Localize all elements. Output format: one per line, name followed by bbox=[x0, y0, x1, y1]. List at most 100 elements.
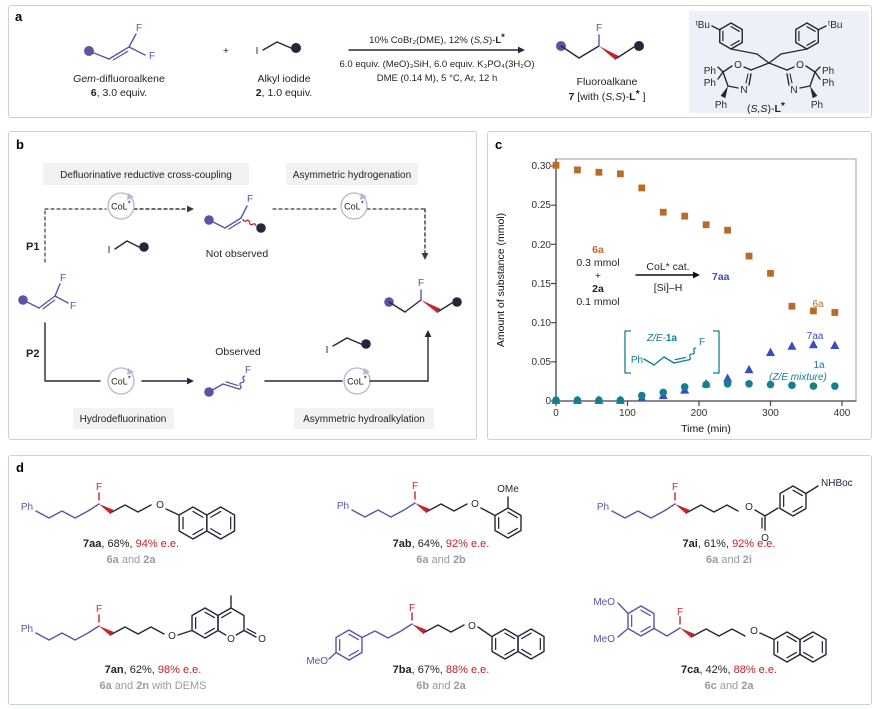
inset-plus: + bbox=[595, 270, 601, 282]
phenyl-label: Ph bbox=[704, 78, 716, 89]
chart-points bbox=[551, 161, 840, 405]
phenyl-label: Ph bbox=[811, 100, 823, 111]
x-axis-label: Time (min) bbox=[681, 423, 731, 435]
oxygen-label: O bbox=[796, 60, 804, 71]
m7ai-art bbox=[611, 485, 819, 531]
y-axis-label: Amount of substance (mmol) bbox=[495, 213, 507, 347]
inset-silane: [Si]–H bbox=[654, 282, 683, 294]
panel-b-mechanism: b Defluorinative reductive cross-couplin… bbox=[16, 137, 462, 429]
inset-7aa: 7aa bbox=[712, 271, 730, 283]
product-caption: 7ca, 42%, 88% e.e. bbox=[681, 664, 777, 676]
product-caption: 7ab, 64%, 92% e.e. bbox=[393, 538, 490, 550]
fluorine-label: F bbox=[699, 337, 705, 348]
nhboc-label: NHBoc bbox=[821, 478, 853, 489]
tbu-label: ᵗBu bbox=[696, 20, 710, 31]
phenyl-label: Ph bbox=[21, 502, 33, 513]
inset-6a: 6a bbox=[592, 244, 604, 256]
panel-c: c 0 0.05 0.10 0.15 0.20 0.25 0.30 0 100 … bbox=[487, 131, 872, 440]
m7aa-art bbox=[35, 492, 236, 540]
pathway-box-hydrogenation: Asymmetric hydrogenation bbox=[293, 170, 411, 181]
observed-label: Observed bbox=[215, 346, 261, 358]
oxygen-label: O bbox=[258, 634, 266, 645]
fluorine-label: F bbox=[409, 603, 415, 614]
iodine-label: I bbox=[108, 245, 111, 256]
product-caption: 7aa, 68%, 94% e.e. bbox=[83, 538, 179, 550]
product-source: 6a and 2n with DEMS bbox=[99, 680, 206, 692]
panel-d: d Ph F O 7aa, 68%, 94% e.e. 6a and 2a Ph… bbox=[8, 455, 872, 705]
cobalt-catalyst-badge: CoL* bbox=[111, 200, 131, 212]
oxygen-label: O bbox=[471, 499, 479, 510]
oxygen-label: O bbox=[156, 500, 164, 511]
phenyl-label: Ph bbox=[631, 355, 643, 366]
phenyl-label: Ph bbox=[822, 66, 834, 77]
y-tick: 0 bbox=[545, 396, 551, 407]
oxygen-label: O bbox=[761, 533, 769, 544]
pathway-box-defluorinative: Defluorinative reductive cross-coupling bbox=[60, 170, 232, 181]
molecule-7ba: MeO F O 7ba, 67%, 88% e.e. 6b and 2a bbox=[306, 603, 545, 692]
panel-a-scheme: a F F Gem-difluoroalkene 6, 3.0 equiv. +… bbox=[15, 9, 869, 115]
svg-a-art bbox=[84, 11, 869, 113]
methoxy-label: MeO bbox=[593, 597, 615, 608]
iodine-label: I bbox=[256, 46, 259, 57]
bracket-ze-1a-label: Z/E-1a bbox=[646, 333, 677, 344]
pathway-p1-label: P1 bbox=[26, 241, 39, 253]
phenyl-label: Ph bbox=[597, 502, 609, 513]
panel-a-label: a bbox=[15, 9, 23, 24]
fluorine-label: F bbox=[412, 481, 418, 492]
plus-sign: + bbox=[223, 45, 229, 57]
series-label-6a: 6a bbox=[812, 299, 824, 310]
oxygen-label: O bbox=[750, 626, 758, 637]
x-tick: 400 bbox=[834, 408, 851, 419]
product-caption: 7ba, 67%, 88% e.e. bbox=[393, 664, 490, 676]
iodine-label: I bbox=[326, 345, 329, 356]
panel-d-header: d bbox=[16, 460, 24, 475]
nitrogen-label: N bbox=[740, 85, 747, 96]
product-source: 6b and 2a bbox=[416, 680, 466, 692]
molecule-7an: Ph F O O O 7an, 62%, 98% e.e. 6a and 2n … bbox=[21, 595, 266, 692]
m7ca-art bbox=[617, 602, 827, 663]
fluorine-label: F bbox=[245, 365, 251, 376]
reactant1-equiv: 6, 3.0 equiv. bbox=[91, 87, 147, 99]
oxygen-label: O bbox=[468, 621, 476, 632]
inset-2a: 2a bbox=[592, 283, 604, 295]
x-tick: 100 bbox=[619, 408, 636, 419]
oxygen-label: O bbox=[745, 502, 753, 513]
methoxy-label: MeO bbox=[593, 634, 615, 645]
panel-d-label: d bbox=[16, 460, 24, 475]
conditions-above: 10% CoBr₂(DME), 12% (S,S)-L* bbox=[369, 32, 505, 46]
x-tick: 0 bbox=[553, 408, 559, 419]
product-caption: 7an, 62%, 98% e.e. bbox=[105, 664, 202, 676]
phenyl-label: Ph bbox=[822, 78, 834, 89]
y-tick: 0.30 bbox=[532, 161, 552, 172]
x-tick: 300 bbox=[762, 408, 779, 419]
phenyl-label: Ph bbox=[337, 501, 349, 512]
methoxy-label: OMe bbox=[497, 484, 519, 495]
m7ab-art bbox=[351, 491, 522, 539]
series-label-1a: 1a bbox=[813, 360, 825, 371]
oxygen-label: O bbox=[168, 631, 176, 642]
cobalt-catalyst-badge: CoL* bbox=[347, 375, 367, 387]
conditions-below2: DME (0.14 M), 5 °C, Ar, 12 h bbox=[377, 73, 497, 84]
y-tick: 0.20 bbox=[532, 240, 552, 251]
pathway-p2-label: P2 bbox=[26, 348, 39, 360]
series-label-1a-note: (Z/E mixture) bbox=[769, 372, 827, 383]
fluorine-label: F bbox=[418, 278, 424, 289]
fluorine-label: F bbox=[596, 23, 602, 34]
svg-b-art bbox=[18, 163, 462, 429]
product-name: Fluoroalkane bbox=[577, 76, 638, 88]
m7ba-art bbox=[328, 612, 545, 661]
methoxy-label: MeO bbox=[306, 656, 328, 667]
fluorine-label: F bbox=[677, 607, 683, 618]
reactant2-equiv: 2, 1.0 equiv. bbox=[256, 87, 312, 99]
not-observed-label: Not observed bbox=[206, 248, 269, 260]
cobalt-catalyst-badge: CoL* bbox=[111, 375, 131, 387]
oxygen-label: O bbox=[734, 60, 742, 71]
ligand-name: (S,S)-L* bbox=[747, 100, 786, 115]
phenyl-label: Ph bbox=[715, 100, 727, 111]
fluorine-label: F bbox=[70, 301, 76, 312]
panel-c-chart: c 0 0.05 0.10 0.15 0.20 0.25 0.30 0 100 … bbox=[495, 137, 857, 435]
tbu-label: ᵗBu bbox=[828, 20, 842, 31]
cobalt-catalyst-badge: CoL* bbox=[344, 200, 364, 212]
reactant1-name: Gem-difluoroalkene bbox=[73, 73, 165, 85]
